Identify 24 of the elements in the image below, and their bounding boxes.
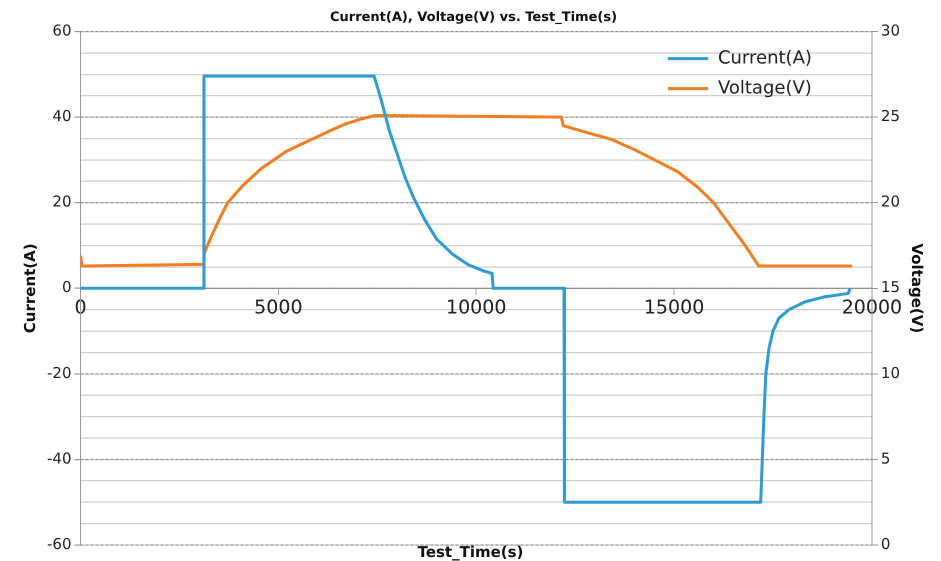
y-tick-label: 60 xyxy=(52,21,72,40)
legend-label: Voltage(V) xyxy=(718,77,812,98)
y-axis-title: Current(A) xyxy=(20,243,39,334)
x-tick-label: 10000 xyxy=(446,296,506,319)
y2-tick-label: 10 xyxy=(880,364,900,382)
y2-axis-title: Voltage(V) xyxy=(908,243,926,334)
y2-tick-label: 20 xyxy=(880,192,900,211)
x-tick-label: 15000 xyxy=(644,296,704,319)
y-tick-label: 40 xyxy=(52,107,72,126)
y2-tick-label: 5 xyxy=(880,449,890,468)
y2-tick-label: 30 xyxy=(880,21,900,40)
x-axis-title: Test_Time(s) xyxy=(418,543,524,561)
y-tick-label: 20 xyxy=(52,192,72,211)
chart-title: Current(A), Voltage(V) vs. Test_Time(s) xyxy=(330,10,618,26)
y-tick-label: 0 xyxy=(62,278,72,296)
x-tick-label: 5000 xyxy=(254,296,303,319)
y-tick-label: -40 xyxy=(47,449,72,468)
y2-tick-label: 0 xyxy=(880,534,890,553)
y-tick-label: -60 xyxy=(47,534,72,553)
x-tick-label: 20000 xyxy=(842,296,902,319)
legend-label: Current(A) xyxy=(718,47,812,68)
y2-tick-label: 25 xyxy=(880,107,900,126)
y-tick-label: -20 xyxy=(47,364,72,382)
y2-tick-label: 15 xyxy=(880,278,900,296)
